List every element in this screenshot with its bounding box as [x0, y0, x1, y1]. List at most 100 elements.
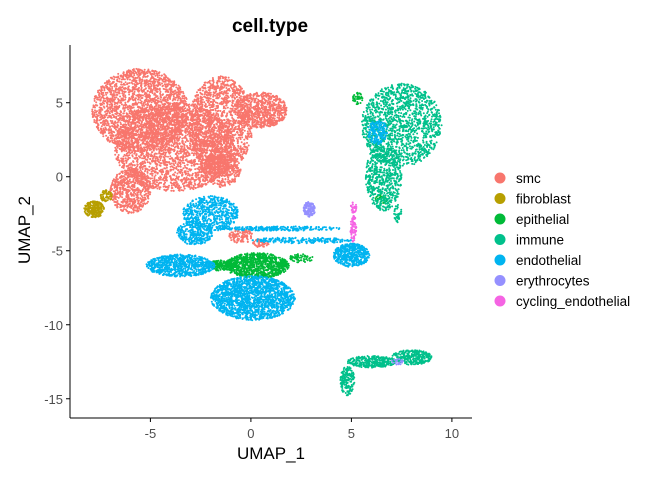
point [191, 152, 194, 155]
point [135, 154, 138, 157]
point [146, 72, 149, 75]
point [176, 183, 179, 185]
point [146, 154, 149, 157]
point [187, 154, 190, 157]
point [133, 145, 135, 148]
point [111, 94, 114, 97]
point [146, 83, 149, 86]
point [139, 101, 142, 104]
point [168, 149, 171, 152]
point [164, 114, 167, 117]
point [101, 121, 103, 124]
point [125, 71, 128, 74]
point [164, 85, 167, 88]
point [161, 138, 164, 141]
point [129, 152, 132, 155]
point [128, 110, 131, 113]
point [177, 137, 180, 140]
point [172, 189, 175, 192]
point [151, 179, 154, 182]
point [122, 148, 125, 151]
point [230, 148, 233, 151]
point [180, 133, 183, 136]
point [137, 95, 140, 98]
point [98, 112, 101, 115]
point [178, 102, 181, 105]
point [170, 88, 173, 91]
point [152, 114, 155, 117]
point [137, 82, 140, 85]
point [159, 175, 162, 178]
point [143, 149, 146, 151]
point [124, 101, 127, 104]
point [160, 124, 163, 127]
point [122, 155, 125, 158]
point [137, 87, 140, 90]
point [159, 162, 162, 165]
point [163, 159, 166, 162]
point [152, 124, 155, 127]
point [156, 91, 158, 93]
point [142, 74, 145, 77]
point [110, 103, 113, 106]
point [143, 132, 146, 135]
point [154, 186, 157, 189]
point [104, 113, 107, 116]
point [148, 180, 151, 183]
point [125, 154, 128, 157]
point [153, 118, 156, 121]
point [188, 103, 191, 106]
point [158, 121, 161, 124]
point [100, 88, 103, 91]
point [204, 182, 207, 185]
point [162, 84, 164, 87]
point [147, 126, 150, 129]
point [151, 157, 154, 160]
point [147, 95, 150, 98]
point [116, 132, 119, 135]
point [99, 127, 102, 130]
point [127, 82, 129, 85]
point [179, 86, 182, 89]
point [127, 156, 130, 159]
point [200, 134, 203, 137]
point [170, 189, 173, 192]
point [169, 175, 172, 178]
point [174, 157, 177, 159]
point [164, 80, 167, 83]
point [180, 124, 183, 127]
point [184, 128, 187, 131]
point [152, 73, 155, 76]
point [118, 164, 121, 167]
point [179, 128, 182, 131]
point [148, 80, 150, 83]
point [131, 154, 134, 157]
point [117, 118, 120, 120]
point [103, 82, 106, 85]
point [162, 80, 165, 83]
point [128, 115, 131, 118]
point [136, 112, 139, 115]
point [138, 114, 141, 117]
point [163, 83, 166, 86]
point [175, 129, 178, 132]
point [156, 125, 158, 128]
point [188, 178, 190, 181]
point [174, 125, 176, 128]
point [181, 142, 184, 145]
point [150, 148, 153, 151]
point [162, 97, 165, 100]
point [166, 111, 168, 114]
point [177, 189, 180, 192]
point [118, 136, 121, 139]
point [171, 80, 174, 83]
point [155, 155, 157, 158]
point [149, 172, 152, 175]
point [141, 104, 144, 107]
point [100, 125, 103, 128]
point [172, 90, 175, 93]
point [169, 151, 172, 154]
point [106, 105, 109, 108]
point [110, 122, 113, 124]
point [110, 91, 113, 94]
